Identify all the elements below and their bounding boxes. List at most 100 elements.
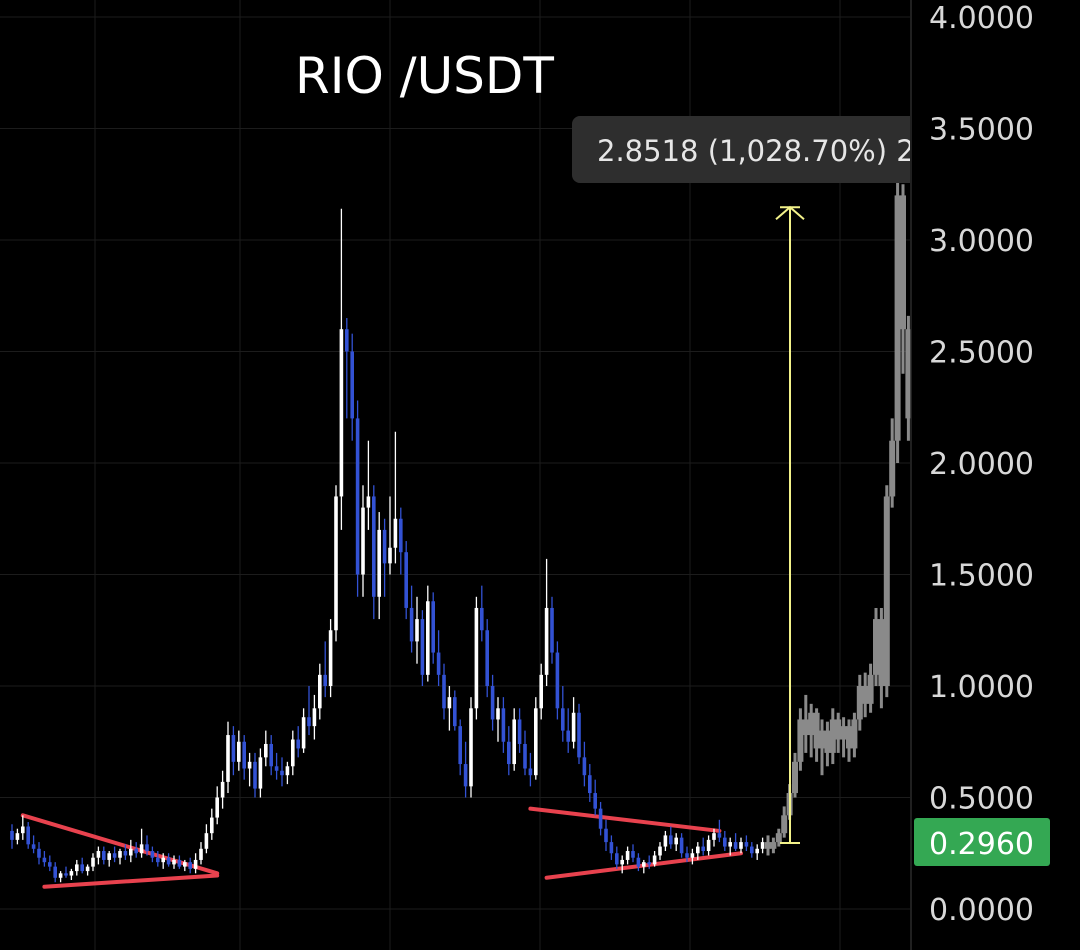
projection-candle <box>900 195 906 330</box>
candle <box>712 833 716 840</box>
candle <box>247 761 252 769</box>
projection-candle <box>873 619 879 675</box>
projection-candle <box>894 195 901 441</box>
candle <box>177 859 182 867</box>
measure-tool[interactable]: 2.8518 (1,028.70%) 28 <box>572 116 952 844</box>
candle <box>21 826 25 834</box>
candle <box>80 864 84 872</box>
candle <box>555 652 560 709</box>
candle <box>377 529 381 597</box>
candle <box>156 857 160 863</box>
measure-tooltip: 2.8518 (1,028.70%) 28 <box>572 116 933 183</box>
candle <box>199 848 203 860</box>
candle <box>258 757 263 789</box>
candle <box>485 630 489 686</box>
price-axis[interactable]: 4.0000 3.5000 3.0000 2.5000 2.0000 1.5000 1.00… <box>914 1 1050 928</box>
candle <box>625 851 630 860</box>
candle <box>134 848 138 854</box>
candle <box>366 496 371 508</box>
projection-candle <box>829 719 836 753</box>
candle <box>744 842 749 847</box>
candle <box>647 862 651 865</box>
candle <box>453 697 457 727</box>
candle <box>69 871 74 876</box>
projection-candle <box>797 719 804 762</box>
candle <box>291 739 295 767</box>
candle <box>31 844 36 849</box>
candlesticks <box>10 208 765 883</box>
candle <box>318 674 322 709</box>
candle <box>123 851 128 856</box>
candle <box>220 781 225 798</box>
candle <box>215 797 219 818</box>
y-tick-label: 0.5000 <box>929 782 1034 817</box>
candle <box>701 846 705 852</box>
candle <box>507 741 511 765</box>
projection-candle <box>835 719 842 740</box>
candle <box>102 851 106 860</box>
projection-candle <box>840 726 847 740</box>
candle <box>10 830 14 840</box>
candle <box>458 726 462 765</box>
candle <box>717 833 722 838</box>
candle <box>582 757 587 776</box>
candle <box>404 552 408 608</box>
candle <box>204 833 209 849</box>
candle <box>139 844 144 854</box>
candle <box>474 607 479 709</box>
candle <box>733 842 738 849</box>
candle <box>620 859 624 865</box>
candle <box>409 607 414 642</box>
candle <box>679 837 684 854</box>
projection-candle <box>808 712 815 736</box>
candle <box>96 851 101 858</box>
trendline[interactable] <box>20 813 220 876</box>
candle <box>312 708 317 727</box>
candle <box>237 741 241 762</box>
candle <box>37 848 41 858</box>
candle <box>728 842 732 847</box>
y-tick-label: 1.5000 <box>929 559 1034 594</box>
candle <box>307 717 311 727</box>
projection-candle <box>867 674 874 704</box>
candle <box>145 844 149 852</box>
candle <box>26 826 30 845</box>
trendline[interactable] <box>42 873 220 889</box>
candle <box>469 708 473 787</box>
candle <box>512 719 516 765</box>
candle <box>328 630 333 686</box>
y-tick-label: 0.0000 <box>929 893 1034 928</box>
candle <box>388 547 392 564</box>
y-tick-label: 3.0000 <box>929 224 1034 259</box>
candle <box>436 652 441 675</box>
candle <box>523 743 527 769</box>
projection-candle <box>856 686 863 720</box>
candle <box>426 601 430 675</box>
candle <box>361 507 365 575</box>
candle <box>480 607 484 631</box>
candle <box>296 739 300 749</box>
candle <box>609 842 614 854</box>
candle <box>129 848 133 856</box>
candle <box>598 808 603 829</box>
candle <box>669 835 673 845</box>
candle <box>53 866 57 878</box>
candle <box>663 835 668 847</box>
candle <box>658 846 662 856</box>
candle <box>517 719 522 744</box>
candle <box>15 833 20 840</box>
candle <box>107 853 111 860</box>
measure-tooltip-text: 2.8518 (1,028.70%) 28 <box>597 134 933 168</box>
candle <box>696 846 700 854</box>
candle <box>528 768 533 776</box>
projection-candle <box>824 730 831 753</box>
y-tick-label: 2.5000 <box>929 336 1034 371</box>
candle <box>588 775 592 794</box>
candle <box>604 828 608 843</box>
candle <box>231 735 236 762</box>
candle <box>674 837 678 845</box>
trendline[interactable] <box>528 806 722 833</box>
candle <box>172 859 176 865</box>
candle <box>339 329 344 497</box>
